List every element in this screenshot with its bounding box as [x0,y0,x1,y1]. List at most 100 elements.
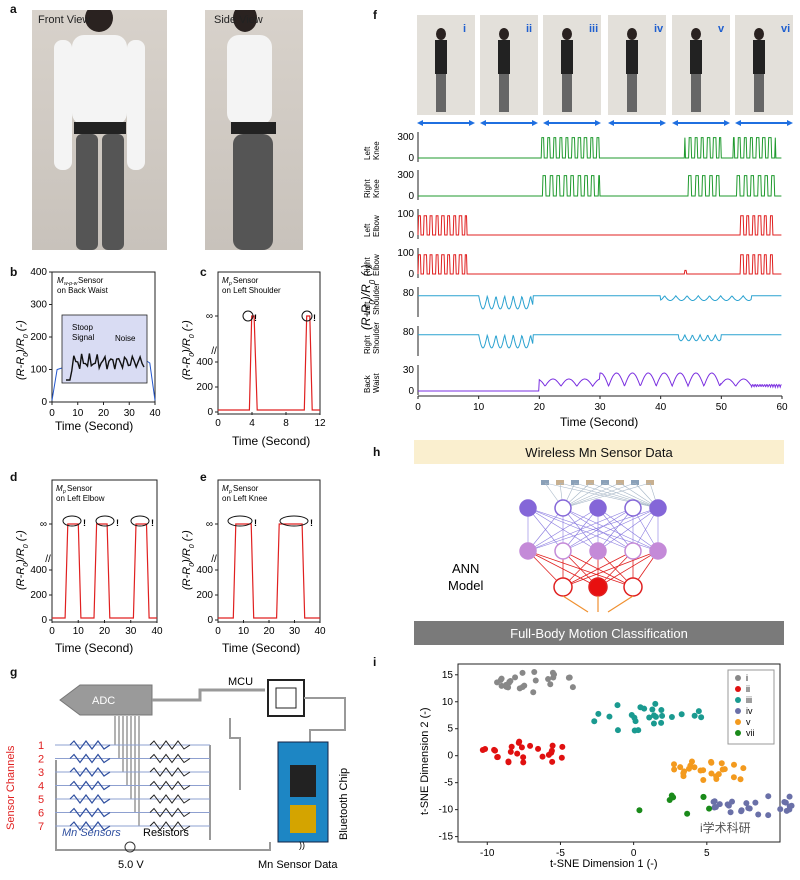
panel-c-sensor-sub: p [228,281,232,287]
row-label-2: Shoulder [372,322,381,354]
panel-d-circle-3 [130,515,150,527]
tsne-point-v [715,771,722,778]
panel-i-ytick: 5 [447,724,453,735]
tsne-point-v [697,767,704,774]
row-label-2: Elbow [372,254,381,276]
ann-label-2: Model [448,578,484,593]
tsne-point-iv [710,798,717,805]
tsne-point-iv [727,809,734,816]
row-ytick: 30 [403,365,415,376]
row-ytick: 100 [397,209,414,220]
row-ytick: 80 [403,288,415,299]
tsne-point-ii [494,754,501,761]
tsne-point-iii [646,714,653,721]
input-node [646,480,654,485]
d-xtick: 10 [73,626,85,637]
panel-i-ytick: -5 [444,778,453,789]
hidden-node-2 [519,542,537,560]
tsne-point-iv [777,806,784,813]
signal-line [418,372,782,392]
tsne-point-v [740,765,747,772]
panel-b-xtick: 10 [72,408,84,419]
sensor-data-label: Mn Sensor Data [258,859,338,871]
d-ytick: 200 [30,590,47,601]
tsne-point-ii [492,747,499,754]
resistor-icon [149,740,191,750]
panel-f-xtick: 30 [594,402,606,413]
legend-label-ii: ii [746,684,750,694]
panel-f-xtick: 20 [534,402,546,413]
tsne-point-iv [738,807,745,814]
panel-b-xtick: 20 [98,408,110,419]
sensor-channel-6: 6 [38,808,44,820]
panel-b-xtick: 0 [49,408,55,419]
panel-f-xtick: 0 [415,402,421,413]
panel-c-peak-circle-1 [242,310,254,322]
sensor-channel-1: 1 [38,740,44,752]
panel-f-xtick: 10 [473,402,485,413]
tsne-point-iv [743,800,750,807]
output-arrow [562,595,589,613]
tsne-point-v [680,770,687,777]
legend-label-i: i [746,673,748,683]
tsne-point-iii [691,712,698,719]
sensor-channel-4: 4 [38,781,44,793]
tsne-point-v [737,776,744,783]
motion-label-v: v [718,23,725,35]
tsne-point-iii [641,705,648,712]
svg-text:!: ! [310,518,313,528]
d-xtick: 40 [151,626,163,637]
d-ytick: 400 [30,565,47,576]
hidden-node-1 [624,499,642,517]
panel-i-xtick: 0 [631,848,637,859]
legend-label-iii: iii [746,695,752,705]
hidden-node-1 [589,499,607,517]
row-label-2: Waist [372,373,381,393]
input-node [556,480,564,485]
tsne-point-iv [716,801,723,808]
panel-f-xtick: 40 [655,402,667,413]
mcu-chip [267,679,305,717]
tsne-point-vii [668,792,675,799]
motion-label-iii: iii [589,23,598,35]
tsne-points [479,668,795,819]
sensor-resistor-icon [69,767,111,777]
c-ytick: 200 [196,382,213,393]
panel-c-label: c [200,265,207,279]
tsne-point-iii [614,727,621,734]
row-ytick: 80 [403,327,415,338]
panel-i-ytick: -15 [439,832,454,843]
panel-b-ytick: 300 [30,300,47,311]
wireless-signal-icon: )) [299,840,305,850]
tsne-point-v [671,761,678,768]
d-xtick: 30 [125,626,137,637]
panel-b-sensor-sub: w-p-w [64,281,78,287]
panel-b-sensor-suffix: Sensor [78,276,104,285]
tsne-point-iii [698,714,705,721]
panel-d-xlabel: Time (Second) [55,641,133,655]
tsne-point-i [512,674,519,681]
motion-label-iv: iv [654,23,664,35]
tsne-point-ii [508,743,515,750]
tsne-point-vii [666,797,673,804]
panel-d-circle-2 [95,515,115,527]
panel-b-xtick: 30 [124,408,136,419]
resistors-label: Resistors [143,827,189,839]
motion-label-i: i [463,23,466,35]
panel-c-exclaim-1: ! [254,313,257,323]
panel-g-label: g [10,665,18,679]
tsne-point-iv [786,803,793,810]
panel-c-series-line [218,315,320,411]
panel-d-label: d [10,470,18,484]
panel-i-xlabel: t-SNE Dimension 1 (-) [550,858,658,870]
adc-mcu-bus [152,688,265,702]
tsne-point-iv [786,793,793,800]
e-ytick: ∞ [206,519,213,530]
panel-i-ytick: -10 [439,805,454,816]
panel-d-ylabel: (R-R0)/R0 (-) [15,530,30,590]
legend-marker-ii [735,686,741,692]
sensor-resistor-icon [69,740,111,750]
tsne-point-ii [520,759,527,766]
panel-e-series-line [218,523,320,619]
